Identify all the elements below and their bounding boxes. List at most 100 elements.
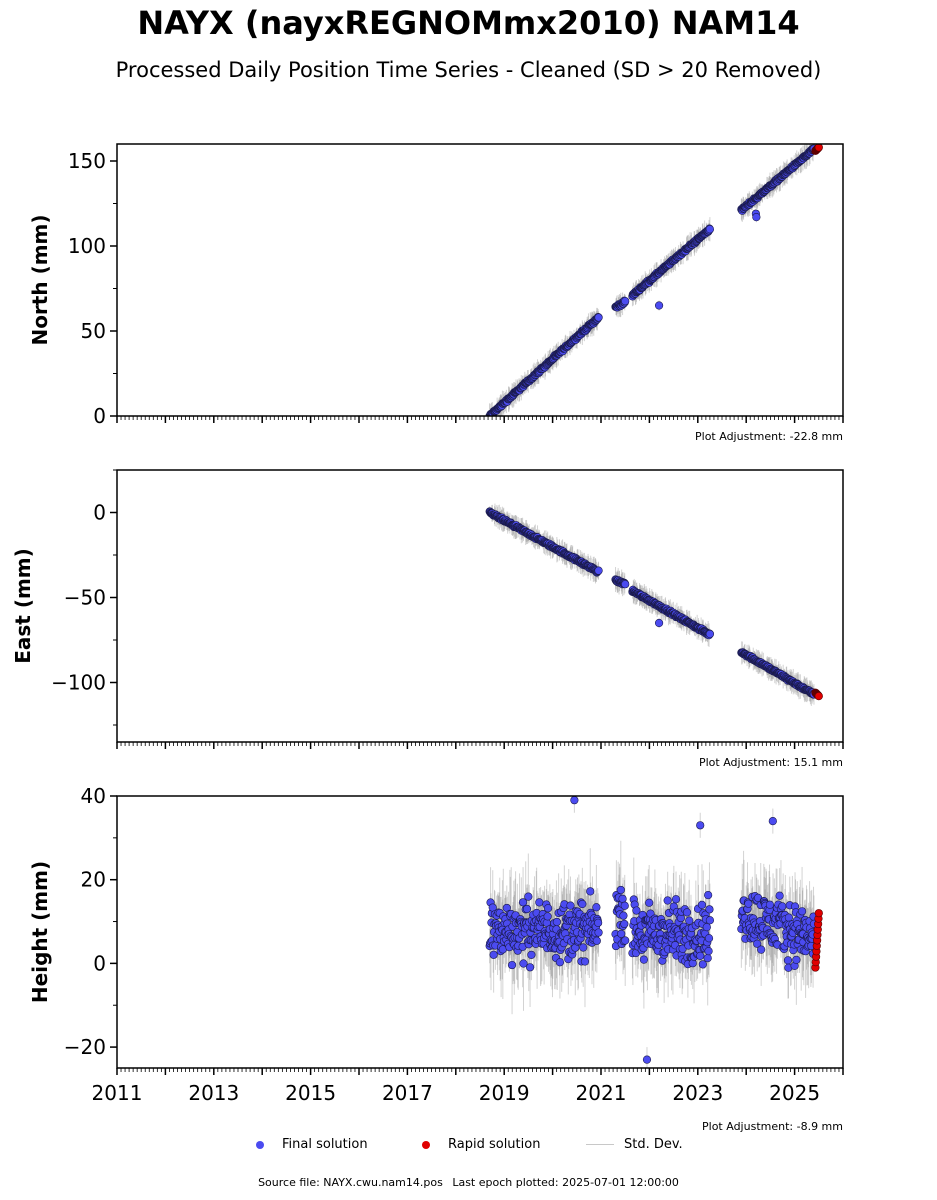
final-point [617, 929, 626, 938]
footer-last-epoch: Last epoch plotted: 2025-07-01 12:00:00 [452, 1176, 679, 1189]
plot-adjustment: Plot Adjustment: 15.1 mm [699, 756, 843, 769]
y-tick-label: 100 [68, 234, 106, 258]
final-point [705, 225, 715, 234]
y-axis-label: East (mm) [11, 548, 35, 664]
y-axis-label: Height (mm) [28, 861, 52, 1003]
final-point [654, 301, 664, 310]
final-point [592, 936, 601, 945]
final-point [696, 821, 705, 830]
final-point [765, 900, 775, 909]
final-point [778, 902, 787, 911]
final-point [705, 905, 714, 914]
final-point [527, 950, 536, 959]
final-point [594, 313, 603, 322]
final-point [507, 960, 517, 970]
final-point [697, 900, 707, 909]
plot-area [485, 796, 823, 1068]
final-point [621, 297, 630, 306]
final-point [744, 899, 753, 908]
x-tick-label: 2023 [672, 1081, 723, 1105]
footer: Source file: NAYX.cwu.nam14.pos Last epo… [0, 1176, 937, 1189]
final-point [522, 904, 532, 914]
final-point [578, 899, 587, 909]
final-point [698, 960, 707, 969]
final-point [552, 917, 561, 927]
final-point [696, 951, 705, 960]
final-point [586, 887, 595, 896]
final-point [797, 907, 807, 916]
x-tick-label: 2025 [769, 1081, 820, 1105]
final-point [753, 939, 762, 948]
final-point [704, 934, 714, 943]
x-tick-label: 2021 [576, 1081, 627, 1105]
axes-frame [116, 143, 844, 417]
final-point [620, 901, 629, 910]
final-point [775, 891, 784, 900]
final-point [555, 958, 565, 967]
final-point [489, 950, 498, 959]
plot-adjustment: Plot Adjustment: -8.9 mm [702, 1120, 843, 1133]
final-point [703, 954, 712, 963]
final-point [619, 911, 628, 920]
legend: Final solution Rapid solution Std. Dev. [0, 1137, 937, 1157]
final-point [682, 908, 692, 917]
final-point [639, 955, 649, 964]
rapid-point [814, 691, 823, 701]
rapid-point [814, 909, 823, 918]
panel-1: −100 −50 0 East (mm) Plot Adjustment: 15.1 m… [11, 469, 844, 769]
legend-std-label: Std. Dev. [624, 1137, 683, 1152]
final-point [579, 943, 588, 952]
final-point [783, 956, 793, 965]
chart-subtitle: Processed Daily Position Time Series - C… [115, 58, 822, 82]
panel-2: −20 0 20 40 2011 2013 2015 2017 2019 2021 2023 2025… [28, 784, 844, 1133]
final-point [704, 947, 713, 956]
final-point [705, 629, 715, 639]
x-tick-label: 2013 [188, 1081, 239, 1105]
legend-final: Final solution [256, 1137, 368, 1152]
final-point [566, 901, 575, 910]
final-point [594, 928, 603, 937]
final-point [621, 936, 630, 945]
plot-adjustment: Plot Adjustment: -22.8 mm [695, 430, 843, 443]
final-point [768, 817, 777, 826]
x-tick-label: 2017 [382, 1081, 433, 1105]
y-tick-label: 0 [93, 501, 106, 525]
final-point [671, 895, 681, 904]
axes-frame [116, 795, 844, 1069]
legend-rapid: Rapid solution [422, 1137, 540, 1152]
x-tick-label: 2011 [92, 1081, 143, 1105]
y-tick-label: 40 [81, 784, 106, 808]
final-point [594, 918, 603, 927]
footer-source: Source file: NAYX.cwu.nam14.pos [258, 1176, 443, 1189]
final-point [704, 891, 713, 900]
final-point [792, 955, 801, 964]
final-point [685, 916, 694, 925]
axes-frame [116, 469, 844, 743]
final-point [519, 959, 528, 968]
final-point [757, 945, 766, 954]
final-point [752, 213, 761, 222]
final-point [518, 898, 528, 907]
final-point [580, 957, 590, 966]
y-axis-label: North (mm) [28, 214, 52, 345]
x-tick-label: 2019 [479, 1081, 530, 1105]
final-point [702, 923, 711, 932]
final-point [592, 903, 601, 912]
legend-std: Std. Dev. [586, 1137, 683, 1152]
final-point [663, 896, 672, 905]
legend-rapid-label: Rapid solution [448, 1137, 541, 1152]
y-tick-label: 50 [81, 319, 106, 343]
panel-0: 0 50 100 150 North (mm) Plot Adjustment: -22.… [28, 143, 844, 443]
plot-area [485, 503, 823, 706]
final-point [618, 894, 627, 903]
final-point [543, 912, 552, 921]
final-point [705, 916, 715, 925]
final-point [524, 892, 533, 901]
x-tick-label: 2015 [285, 1081, 336, 1105]
rapid-point [814, 144, 823, 152]
final-point [570, 796, 579, 805]
final-point [594, 566, 603, 575]
final-point [535, 898, 544, 907]
chart-title: NAYX (nayxREGNOMmx2010) NAM14 [137, 4, 800, 42]
